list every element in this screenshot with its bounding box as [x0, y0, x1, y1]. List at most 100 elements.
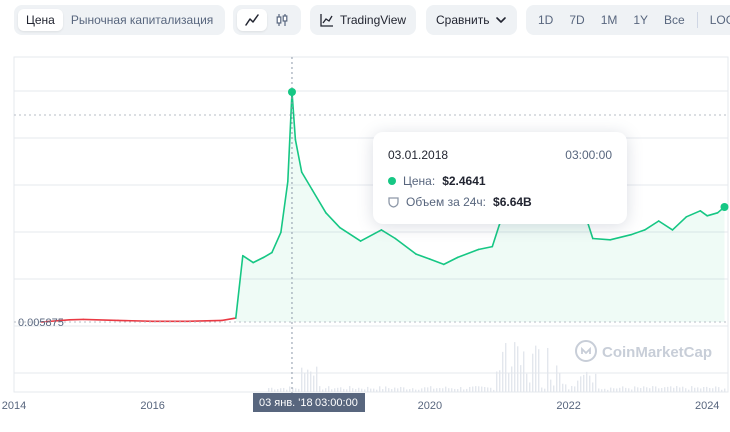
range-divider	[696, 12, 698, 28]
volume-bar	[538, 349, 540, 392]
volume-bar	[364, 389, 366, 392]
volume-bar	[652, 386, 654, 392]
volume-bar	[715, 386, 717, 392]
volume-bar	[625, 387, 627, 392]
crosshair-time-label: 03:00:00	[315, 397, 358, 409]
volume-bar	[457, 389, 459, 392]
volume-bar	[655, 386, 657, 392]
tooltip-price-label: Цена:	[403, 174, 436, 188]
volume-bar	[424, 387, 426, 392]
price-line-segment	[706, 212, 719, 217]
range-7d[interactable]: 7D	[569, 13, 585, 27]
volume-bar	[580, 376, 582, 392]
volume-bar	[469, 386, 471, 392]
tradingview-button[interactable]: TradingView	[314, 9, 412, 31]
volume-bar	[322, 389, 324, 392]
price-tooltip: 03.01.2018 03:00:00 Цена: $2.4641 Объем …	[373, 132, 627, 224]
price-line-segment	[491, 224, 501, 248]
volume-bar	[331, 389, 333, 392]
volume-bar	[463, 389, 465, 392]
range-1y[interactable]: 1Y	[633, 13, 649, 27]
range-all[interactable]: Все	[664, 13, 685, 27]
tab-price[interactable]: Цена	[18, 9, 63, 31]
volume-bar	[280, 388, 282, 392]
volume-bar	[703, 386, 705, 392]
volume-bar	[289, 386, 291, 392]
volume-bar	[514, 342, 516, 392]
price-line-segment	[477, 245, 494, 251]
volume-bar	[574, 386, 576, 392]
log-toggle[interactable]: LOG	[709, 13, 730, 27]
tradingview-group: TradingView	[310, 5, 417, 35]
chart-toolbar: Цена Рыночная капитализация TradingView	[0, 0, 730, 40]
chart-axes-icon	[320, 14, 333, 27]
volume-bar	[691, 386, 693, 392]
volume-bar	[508, 372, 510, 392]
volume-bar	[616, 388, 618, 392]
volume-bar	[358, 387, 360, 392]
volume-bar	[523, 351, 525, 392]
price-line-segment	[311, 188, 327, 214]
volume-bar	[472, 386, 474, 392]
range-1d[interactable]: 1D	[538, 13, 554, 27]
volume-bar	[316, 366, 318, 392]
volume-bar	[406, 389, 408, 392]
volume-bar	[484, 387, 486, 392]
tooltip-volume-row: Объем за 24ч: $6.64B	[388, 195, 532, 209]
volume-bar	[283, 387, 285, 392]
volume-bar	[511, 366, 513, 392]
plot-frame	[13, 56, 729, 393]
volume-bar	[436, 388, 438, 392]
volume-bar	[673, 387, 675, 392]
volume-bar	[544, 388, 546, 392]
price-line-segment	[630, 229, 646, 236]
candlestick-button[interactable]	[267, 9, 297, 31]
volume-bar	[418, 389, 420, 392]
price-line-segment	[294, 138, 303, 173]
volume-bar	[562, 383, 564, 392]
tradingview-label: TradingView	[340, 13, 407, 27]
volume-bar	[559, 372, 561, 392]
volume-bar	[454, 388, 456, 392]
volume-bar	[631, 389, 633, 392]
volume-bar	[724, 388, 726, 392]
volume-bar	[589, 375, 591, 392]
volume-bar	[502, 351, 504, 392]
volume-bar	[487, 387, 489, 392]
price-chart-area[interactable]: CoinMarketCap 0.005875 03 янв. '18 03:00:…	[0, 40, 730, 432]
compare-dropdown[interactable]: Сравнить	[430, 9, 513, 31]
volume-bar	[550, 379, 552, 392]
price-line-segment	[338, 226, 362, 242]
volume-bar	[412, 388, 414, 392]
line-chart-button[interactable]	[237, 9, 267, 31]
tab-market-cap[interactable]: Рыночная капитализация	[70, 13, 214, 27]
price-line-segment	[643, 220, 660, 231]
volume-bar	[520, 365, 522, 392]
grid-lines	[13, 56, 729, 393]
volume-bar	[664, 387, 666, 392]
watermark-text: CoinMarketCap	[602, 344, 712, 361]
price-line-segment	[325, 212, 341, 229]
price-chart[interactable]: CoinMarketCap 0.005875 03 янв. '18 03:00:…	[0, 40, 730, 432]
volume-bar	[319, 386, 321, 392]
volume-bar	[352, 388, 354, 392]
volume-bar	[712, 388, 714, 392]
volume-bar	[577, 380, 579, 392]
volume-bar	[421, 388, 423, 392]
volume-bar	[610, 387, 612, 392]
volume-bar	[304, 372, 306, 392]
reference-price-label: 0.005875	[18, 317, 64, 329]
price-line-segment	[699, 210, 709, 217]
watermark: CoinMarketCap	[575, 340, 712, 362]
volume-bar	[274, 389, 276, 392]
volume-bar	[277, 389, 279, 392]
volume-bar	[586, 371, 588, 392]
volume-bar	[628, 388, 630, 392]
volume-bar	[397, 388, 399, 392]
price-line-segment	[40, 318, 71, 323]
volume-bar	[517, 346, 519, 392]
range-1m[interactable]: 1M	[600, 13, 618, 27]
volume-bar	[676, 386, 678, 392]
x-tick-label: 2020	[418, 400, 442, 412]
volume-bar	[601, 389, 603, 392]
